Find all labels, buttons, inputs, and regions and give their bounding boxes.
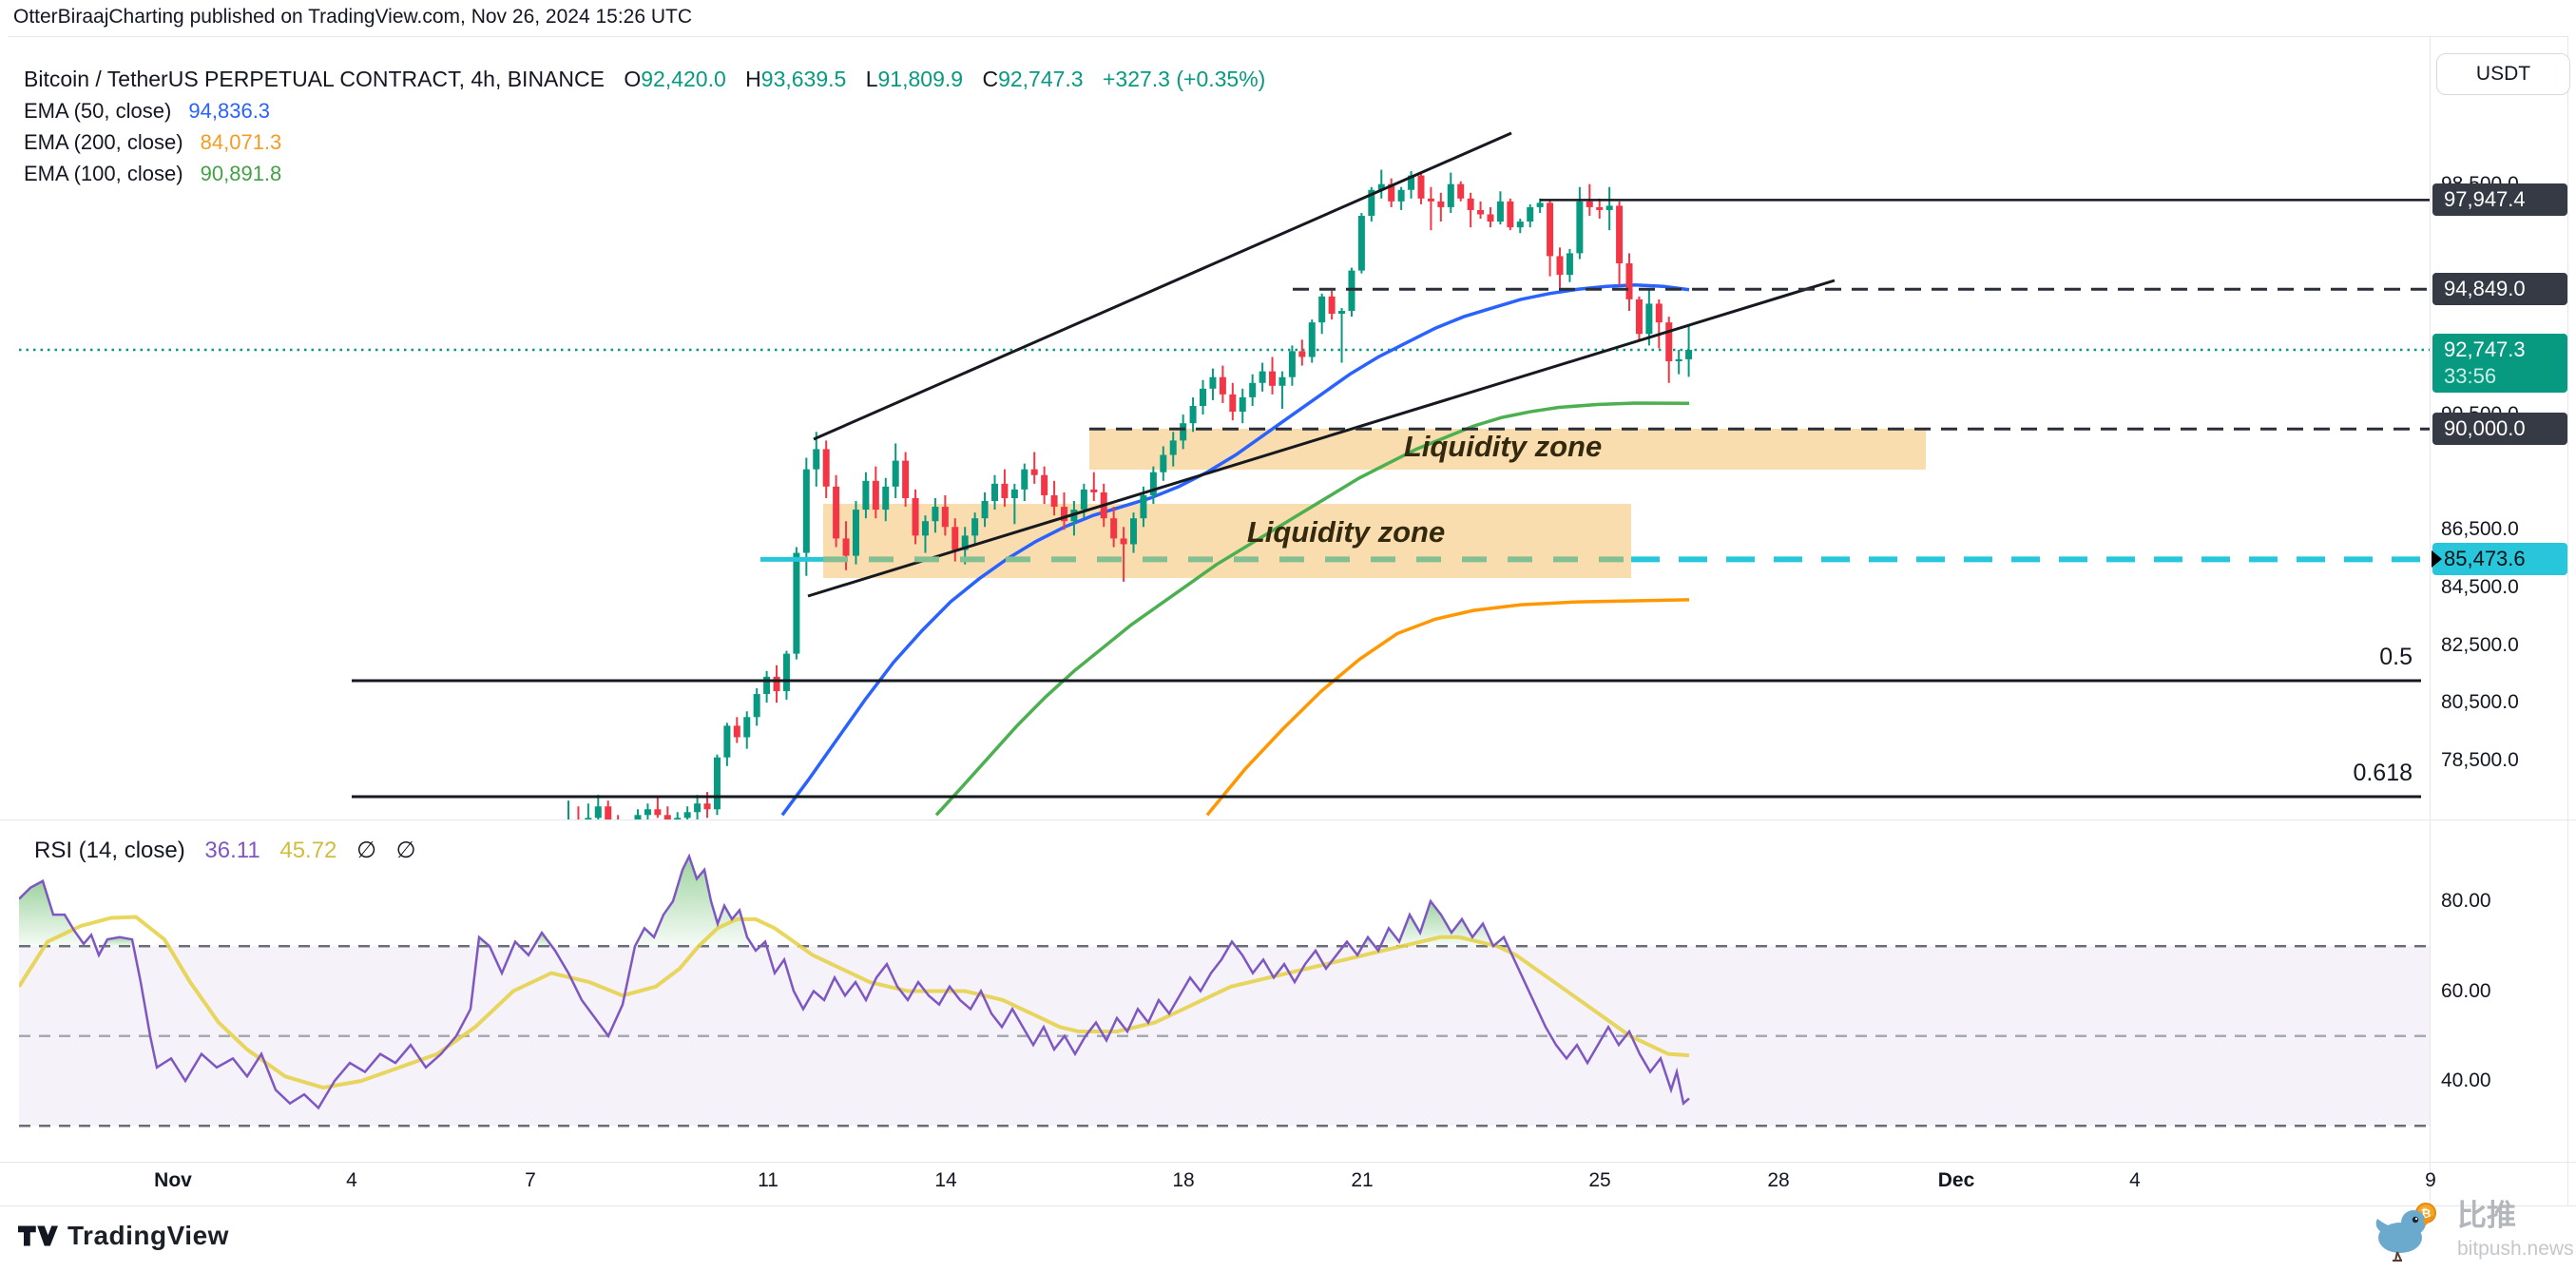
card-bottom-border	[0, 1205, 2576, 1206]
ohlc-low-key: L	[865, 67, 878, 91]
symbol-legend[interactable]: Bitcoin / TetherUS PERPETUAL CONTRACT, 4…	[24, 67, 1265, 92]
ema200-label: EMA (200, close)	[24, 130, 183, 154]
ohlc-close-value: 92,747.3	[998, 67, 1084, 91]
price-marker-arrow-icon	[2432, 550, 2442, 569]
time-tick: 25	[1588, 1169, 1611, 1191]
price-label-green: 92,747.3 33:56	[2432, 334, 2567, 393]
rsi-value: 36.11	[204, 838, 260, 863]
ema100-label: EMA (100, close)	[24, 162, 183, 185]
time-tick: Nov	[154, 1169, 192, 1191]
price-tick: 80,500.0	[2441, 691, 2519, 714]
change-value: +327.3 (+0.35%)	[1102, 67, 1266, 91]
bitpush-watermark: ₿ 比推 bitpush.news	[2372, 1199, 2574, 1268]
time-tick: 21	[1351, 1169, 1374, 1191]
rsi-tick: 60.00	[2441, 979, 2491, 1002]
ohlc-close-key: C	[982, 67, 999, 91]
footer: TradingView ₿ 比推 bitpush.news	[0, 1199, 2576, 1272]
time-tick: 4	[346, 1169, 357, 1191]
time-tick: 7	[525, 1169, 536, 1191]
currency-toggle-button[interactable]: USDT	[2436, 53, 2570, 95]
ohlc-high-key: H	[745, 67, 761, 91]
ohlc-high-value: 93,639.5	[760, 67, 847, 91]
rsi-label: RSI (14, close)	[34, 838, 185, 863]
currency-toggle-label: USDT	[2475, 63, 2531, 85]
price-label-dark: 94,849.0	[2432, 273, 2567, 306]
svg-text:₿: ₿	[2421, 1207, 2432, 1222]
indicator-legend-ema100[interactable]: EMA (100, close) 90,891.8	[24, 162, 281, 186]
time-tick: 11	[758, 1169, 779, 1191]
bitpush-bird-icon: ₿	[2375, 1203, 2436, 1262]
price-tick: 82,500.0	[2441, 633, 2519, 656]
bitpush-cjk-text: 比推	[2457, 1199, 2516, 1232]
time-tick: 18	[1172, 1169, 1195, 1191]
tradingview-logo-text: TradingView	[67, 1221, 229, 1250]
tradingview-logo-icon	[18, 1225, 58, 1246]
time-tick: 4	[2129, 1169, 2141, 1191]
attribution-text: OtterBiraajCharting published on Trading…	[13, 6, 693, 28]
indicator-legend-ema200[interactable]: EMA (200, close) 84,071.3	[24, 130, 281, 155]
ohlc-open-value: 92,420.0	[641, 67, 726, 91]
ema200-value: 84,071.3	[200, 130, 282, 154]
indicator-legend-rsi[interactable]: RSI (14, close) 36.11 45.72 ∅ ∅	[34, 837, 430, 864]
price-axis[interactable]: 98,500.090,500.086,500.084,500.082,500.0…	[2430, 0, 2576, 1272]
bitpush-domain-text: bitpush.news	[2457, 1238, 2574, 1261]
ohlc-low-value: 91,809.9	[877, 67, 964, 91]
liquidity-zone-label-lower[interactable]: Liquidity zone	[1246, 515, 1446, 549]
price-axis-separator	[2430, 36, 2431, 1205]
time-tick: 9	[2425, 1169, 2436, 1191]
countdown-timer: 33:56	[2444, 364, 2497, 388]
time-axis-divider	[0, 1162, 2576, 1163]
rsi-tick: 40.00	[2441, 1070, 2491, 1091]
rsi-tick: 80.00	[2441, 890, 2491, 912]
rsi-null-1: ∅	[356, 838, 376, 863]
card-top-border	[8, 36, 2568, 37]
time-tick: 28	[1767, 1169, 1790, 1191]
card-right-border	[2567, 36, 2568, 1205]
ema50-value: 94,836.3	[188, 99, 271, 123]
ohlc-open-key: O	[624, 67, 642, 91]
ema100-value: 90,891.8	[200, 162, 282, 185]
liquidity-zone-label-upper[interactable]: Liquidity zone	[1403, 430, 1603, 463]
ema50-label: EMA (50, close)	[24, 99, 172, 123]
pane-divider[interactable]	[0, 819, 2576, 820]
symbol-title: Bitcoin / TetherUS PERPETUAL CONTRACT, 4…	[24, 67, 605, 91]
time-tick: Dec	[1937, 1169, 1975, 1191]
price-tick: 86,500.0	[2441, 518, 2519, 541]
price-label-cyan: 85,473.6	[2432, 543, 2567, 576]
indicator-legend-ema50[interactable]: EMA (50, close) 94,836.3	[24, 99, 270, 124]
time-tick: 14	[934, 1169, 957, 1191]
price-tick: 84,500.0	[2441, 575, 2519, 598]
rsi-ma-value: 45.72	[279, 838, 337, 863]
fib-level-label-0-618[interactable]: 0.618	[2353, 760, 2413, 786]
price-label-dark: 97,947.4	[2432, 183, 2567, 217]
rsi-null-2: ∅	[395, 838, 416, 863]
fib-level-label-0-5[interactable]: 0.5	[2379, 644, 2413, 670]
price-tick: 78,500.0	[2441, 748, 2519, 771]
price-label-dark: 90,000.0	[2432, 413, 2567, 446]
tradingview-logo[interactable]: TradingView	[18, 1221, 229, 1251]
